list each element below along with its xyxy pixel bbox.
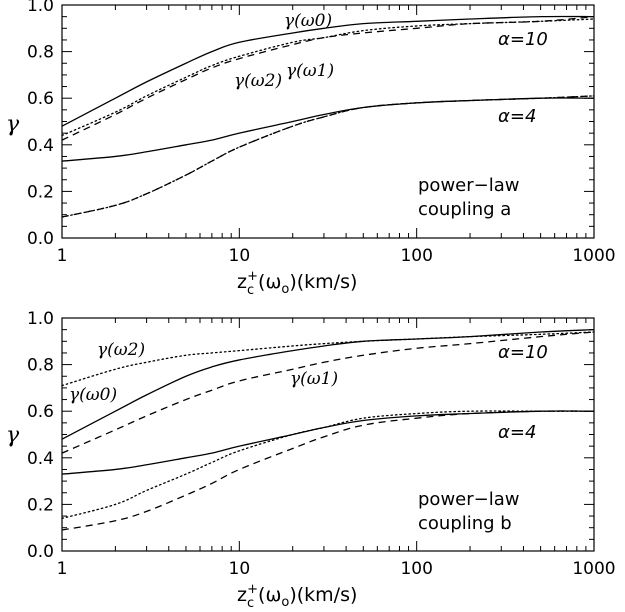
panel-a-xtick-label: 10 (229, 246, 251, 266)
panel-b-series-2-dashed (61, 331, 595, 454)
panel-b-curve-label-1: γ(ω0) (69, 385, 117, 405)
panel-b-corner-line-1: power−law (418, 489, 519, 510)
panel-a-curve-label-1: γ(ω2) (234, 71, 282, 91)
panel-b-ytick-label: 0.6 (27, 402, 54, 422)
panel-b-xlabel-sub: c (247, 596, 254, 611)
panel-a-xtick-label: 1000 (572, 246, 615, 266)
panel-a-ytick-label: 0.0 (27, 229, 54, 249)
panel-b-xtick-label: 10 (229, 559, 251, 579)
panel-b-xlabel-rest: (ω (258, 584, 281, 606)
panel-a-series-5-dotted (61, 95, 595, 218)
panel-b-xtick-label: 100 (400, 559, 432, 579)
panel-a-alpha-10: α=10 (498, 29, 548, 50)
panel-b-corner-line-2: coupling b (418, 513, 512, 534)
panel-a-series-4-dashed (61, 95, 595, 218)
panel-a-series-2-dotted (61, 18, 595, 137)
panel-a-ylabel: γ (6, 112, 20, 137)
panel-b-ytick-label: 0.2 (27, 495, 54, 515)
panel-a-xlabel: zc+(ωo)(km/s) (237, 269, 357, 298)
panel-a-ytick-label: 0.2 (27, 182, 54, 202)
panel-a-series-0-solid (61, 15, 595, 127)
panel-a-corner-line-1: power−law (418, 175, 519, 196)
panel-b-alpha-4: α=4 (498, 422, 536, 443)
panel-b-ticks: 1 10 100 1000 0.0 0.2 0.4 0.6 0.8 1.0 (27, 309, 616, 579)
panel-b-series-5-dashed (61, 410, 595, 531)
panel-a-curves (61, 15, 595, 218)
panel-a-xtick-label: 100 (400, 246, 432, 266)
panel-b-ytick-label: 0.8 (27, 356, 54, 376)
panel-b-xtick-label: 1 (57, 559, 68, 579)
panel-b-series-3-solid (61, 410, 595, 475)
panel-a-curve-label-0: γ(ω0) (284, 11, 332, 31)
panel-b-curves (61, 329, 595, 531)
panel-a-xlabel-sub: c (247, 283, 254, 298)
panel-b-series-1-solid (61, 329, 595, 440)
panel-a-ytick-label: 0.6 (27, 89, 54, 109)
panel-b-ylabel: γ (6, 423, 20, 448)
panel-b-xlabel-sup: + (247, 582, 258, 597)
panel-b-curve-label-0: γ(ω2) (97, 340, 145, 360)
panel-a-curve-label-2: γ(ω1) (286, 61, 334, 81)
panel-a-ticks: 1 10 100 1000 0.0 0.2 0.4 0.6 0.8 1.0 (27, 0, 616, 266)
panel-b-curve-label-2: γ(ω1) (290, 369, 338, 389)
panel-a-xlabel-sup: + (247, 269, 258, 284)
panel-b-xtick-label: 1000 (572, 559, 615, 579)
panel-a-ytick-label: 0.4 (27, 136, 54, 156)
panel-b-alpha-10: α=10 (498, 342, 548, 363)
panel-a-ytick-label: 0.8 (27, 43, 54, 63)
panel-b-series-0-dotted (61, 331, 595, 387)
panel-b-ytick-label: 0.4 (27, 449, 54, 469)
panel-b-xlabel: zc+(ωo)(km/s) (237, 582, 357, 611)
panel-b-ytick-label: 0.0 (27, 542, 54, 562)
panel-a-ytick-label: 1.0 (27, 0, 54, 16)
panel-b-ytick-label: 1.0 (27, 309, 54, 329)
panel-b-series-4-dotted (61, 410, 595, 520)
panel-a-xtick-label: 1 (57, 246, 68, 266)
panel-a: 1 10 100 1000 0.0 0.2 0.4 0.6 0.8 1.0 γ γ(ω0) γ(ω… (6, 0, 616, 298)
panel-a-corner-line-2: coupling a (418, 199, 511, 220)
panel-a-xlabel-rest: (ω (258, 271, 281, 293)
panel-b: 1 10 100 1000 0.0 0.2 0.4 0.6 0.8 1.0 γ γ(ω2) γ(ω… (6, 309, 616, 611)
panel-a-alpha-4: α=4 (498, 106, 536, 127)
